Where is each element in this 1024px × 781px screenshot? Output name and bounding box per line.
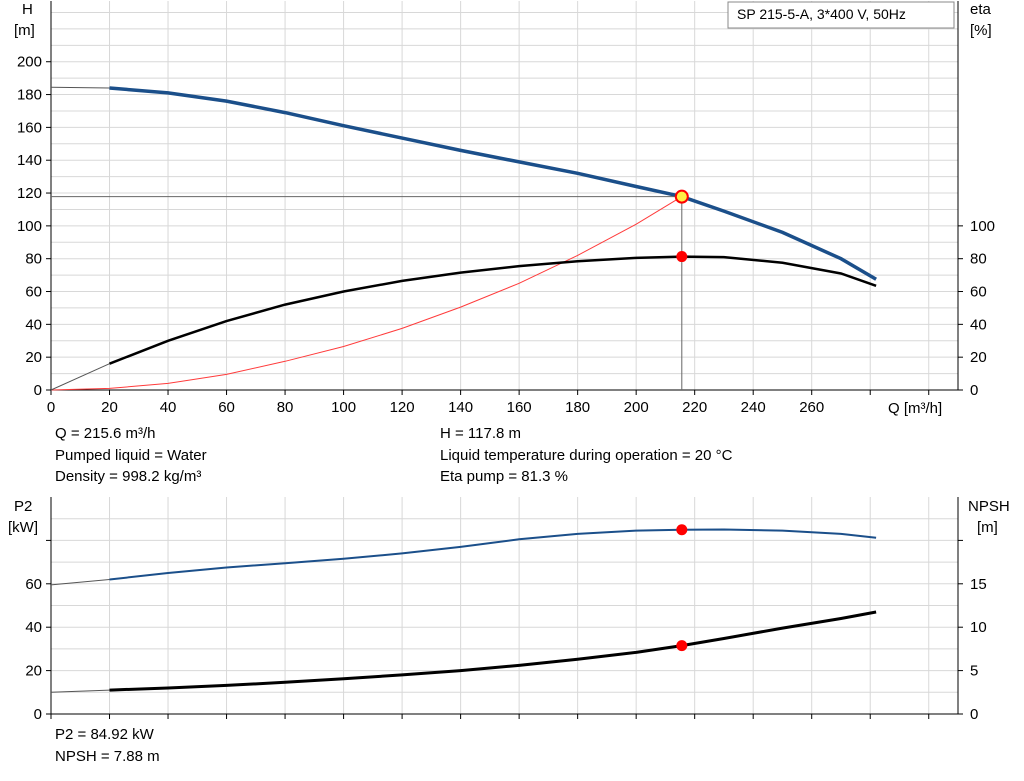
y-left-tick-label: 140 (17, 152, 42, 169)
y-left-tick-label: 0 (34, 382, 42, 399)
y-right-tick-label: 100 (970, 218, 995, 235)
x-tick-label: 20 (101, 399, 118, 416)
y-left-tick-label: 40 (25, 316, 42, 333)
top-y-left-unit: [m] (14, 22, 35, 39)
power-npsh-plot: 0 20 40 60 0 5 10 15 (25, 497, 987, 723)
duty-point-p2 (676, 524, 688, 536)
bottom-y-left-title: P2 (14, 498, 32, 515)
npsh-readout: NPSH = 7.88 m (55, 748, 160, 765)
y-left-tick-label: 100 (17, 218, 42, 235)
x-tick-label: 40 (160, 399, 177, 416)
x-tick-label: 220 (682, 399, 707, 416)
duty-point-eta (676, 251, 688, 263)
x-tick-label: 160 (507, 399, 532, 416)
duty-point-npsh (676, 640, 688, 652)
power-curve-lead (50, 579, 110, 586)
x-tick-label: 0 (47, 399, 55, 416)
flow-readout: Q = 215.6 m³/h (55, 425, 156, 442)
y-right-tick-label: 40 (970, 316, 987, 333)
y-left-tick-label: 60 (25, 576, 42, 593)
y-right-tick-label: 5 (970, 663, 978, 680)
y-right-tick-label: 60 (970, 284, 987, 301)
temperature-readout: Liquid temperature during operation = 20… (440, 447, 733, 464)
legend: SP 215-5-A, 3*400 V, 50Hz (727, 1, 955, 29)
y-right-tick-label: 20 (970, 349, 987, 366)
x-tick-label: 80 (277, 399, 294, 416)
legend-box (727, 1, 955, 29)
efficiency-curve-lead (50, 363, 110, 391)
top-y-right-title: eta (970, 1, 992, 18)
y-right-tick-label: 10 (970, 619, 987, 636)
x-tick-label: 60 (218, 399, 235, 416)
y-left-tick-label: 20 (25, 663, 42, 680)
x-tick-label: 240 (741, 399, 766, 416)
x-tick-label: 200 (624, 399, 649, 416)
x-tick-label: 100 (331, 399, 356, 416)
y-left-tick-label: 40 (25, 619, 42, 636)
x-tick-label: 260 (799, 399, 824, 416)
density-readout: Density = 998.2 kg/m³ (55, 468, 202, 485)
eta-readout: Eta pump = 81.3 % (440, 468, 568, 485)
y-left-tick-label: 160 (17, 119, 42, 136)
head-efficiency-plot: 0 20 40 60 80 100 120 140 160 180 200 220 240 2600204… (17, 1, 995, 416)
y-right-tick-label: 0 (970, 706, 978, 723)
npsh-curve (109, 610, 877, 692)
y-left-tick-label: 0 (34, 706, 42, 723)
top-y-left-title: H (22, 1, 33, 18)
y-left-tick-label: 80 (25, 251, 42, 268)
npsh-curve-lead (50, 689, 110, 693)
x-tick-label: 140 (448, 399, 473, 416)
x-tick-label: 120 (390, 399, 415, 416)
bottom-y-right-unit: [m] (977, 519, 998, 536)
y-left-tick-label: 180 (17, 87, 42, 104)
legend-title: SP 215-5-A, 3*400 V, 50Hz (737, 6, 906, 22)
y-left-tick-label: 20 (25, 349, 42, 366)
p2-readout: P2 = 84.92 kW (55, 726, 154, 743)
y-right-tick-label: 80 (970, 251, 987, 268)
y-left-tick-label: 200 (17, 54, 42, 71)
y-left-tick-label: 60 (25, 284, 42, 301)
pumped-liquid-readout: Pumped liquid = Water (55, 447, 207, 464)
head-curve (109, 86, 877, 281)
x-tick-label: 180 (565, 399, 590, 416)
bottom-y-left-unit: [kW] (8, 519, 38, 536)
head-readout: H = 117.8 m (440, 425, 522, 442)
y-right-tick-label: 15 (970, 576, 987, 593)
efficiency-curve (109, 255, 877, 365)
top-x-axis-title: Q [m³/h] (888, 400, 942, 417)
duty-point-head (674, 189, 689, 204)
y-left-tick-label: 120 (17, 185, 42, 202)
y-right-tick-label: 0 (970, 382, 978, 399)
power-curve (109, 528, 877, 581)
head-curve-lead (50, 86, 110, 89)
bottom-y-right-title: NPSH (968, 498, 1010, 515)
top-y-right-unit: [%] (970, 22, 992, 39)
system-curve (50, 196, 683, 391)
